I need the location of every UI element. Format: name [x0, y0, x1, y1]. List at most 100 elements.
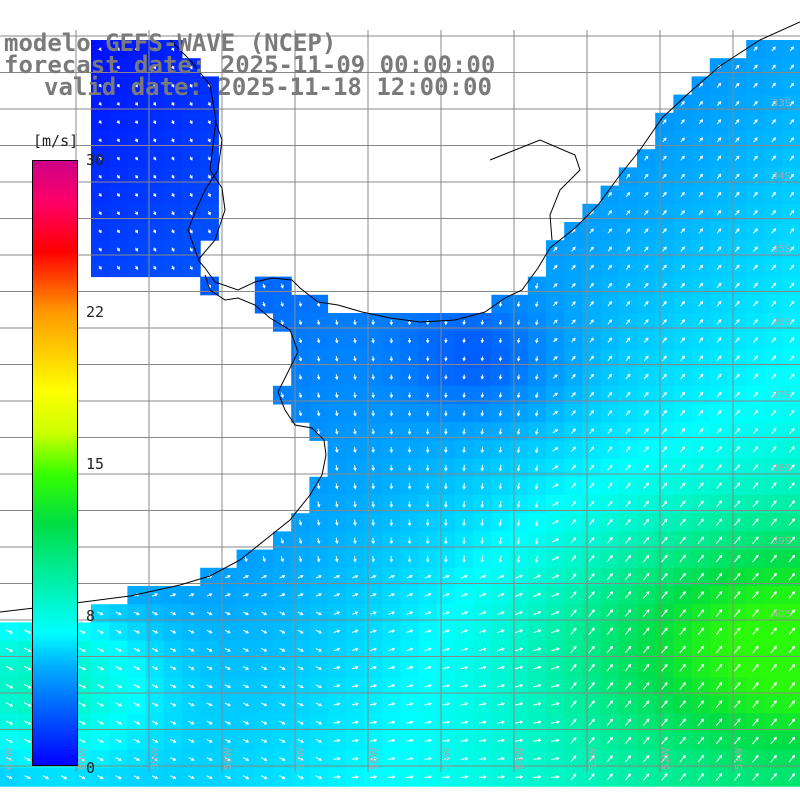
wind-arrow: [589, 282, 594, 289]
wind-arrow: [425, 410, 430, 417]
wind-arrow: [115, 684, 123, 689]
wind-arrow: [279, 666, 286, 670]
wind-arrow: [788, 663, 796, 672]
wind-arrow: [462, 319, 466, 326]
wind-arrow: [515, 629, 524, 634]
wind-arrow: [770, 700, 777, 708]
wind-arrow: [715, 518, 723, 526]
wind-arrow: [444, 464, 448, 472]
wind-arrow: [151, 629, 159, 634]
wind-arrow: [698, 464, 704, 471]
wind-arrow: [370, 611, 377, 615]
wind-arrow: [771, 228, 777, 234]
wind-arrow: [353, 410, 357, 417]
wind-arrow: [752, 609, 759, 617]
wind-arrow: [97, 629, 104, 634]
wind-arrow: [424, 574, 432, 579]
wind-arrow: [133, 611, 140, 616]
wind-arrow: [535, 301, 539, 308]
wind-arrow: [770, 518, 777, 526]
wind-arrow: [516, 519, 521, 527]
wind-arrow: [606, 682, 614, 690]
wind-arrow: [425, 519, 430, 527]
wind-arrow: [425, 319, 430, 326]
wind-arrow: [279, 684, 286, 689]
wind-arrow: [333, 702, 341, 706]
wind-arrow: [661, 446, 668, 453]
wind-arrow: [133, 629, 140, 634]
wind-arrow: [589, 391, 594, 398]
wind-arrow: [407, 519, 412, 527]
wind-arrow: [735, 155, 740, 161]
wind-arrow: [788, 718, 796, 727]
wind-arrow: [297, 629, 304, 634]
wind-arrow: [116, 84, 120, 88]
wind-arrow: [243, 611, 249, 616]
wind-arrow: [133, 684, 141, 689]
wind-arrow: [152, 120, 156, 125]
wind-arrow: [514, 665, 524, 670]
wind-arrow: [78, 665, 86, 671]
wind-arrow: [697, 572, 705, 581]
wind-arrow: [551, 702, 560, 706]
wind-arrow: [551, 647, 560, 652]
wind-arrow: [280, 283, 284, 289]
wind-arrow: [96, 738, 104, 743]
wind-arrow: [770, 572, 777, 581]
wind-arrow: [698, 300, 704, 307]
wind-arrow: [680, 409, 686, 416]
wind-arrow: [261, 684, 268, 689]
wind-arrow: [789, 355, 795, 362]
wind-arrow: [498, 482, 503, 490]
wind-arrow: [316, 337, 321, 344]
wind-arrow: [551, 738, 560, 743]
wind-arrow: [406, 665, 414, 670]
wind-arrow: [133, 666, 141, 670]
wind-arrow: [498, 374, 503, 380]
wind-arrow: [533, 738, 542, 743]
wind-arrow: [279, 647, 286, 652]
wind-arrow: [643, 518, 650, 526]
wind-arrow: [388, 720, 396, 724]
wind-arrow: [442, 593, 450, 597]
wind-arrow: [535, 410, 539, 417]
wind-arrow: [735, 82, 740, 88]
wind-arrow: [552, 319, 558, 325]
wind-arrow: [698, 246, 704, 252]
wind-arrow: [571, 246, 576, 252]
wind-arrow: [444, 501, 448, 508]
wind-arrow: [661, 736, 668, 745]
wind-arrow: [188, 611, 195, 616]
wind-arrow: [734, 319, 740, 325]
wind-arrow: [98, 84, 102, 88]
wind-arrow: [697, 700, 705, 708]
wind-arrow: [171, 229, 175, 234]
wind-arrow: [716, 355, 722, 362]
wind-arrow: [734, 391, 740, 398]
wind-arrow: [570, 645, 577, 654]
wind-arrow: [206, 720, 213, 725]
wind-arrow: [624, 554, 632, 563]
wind-arrow: [715, 736, 723, 745]
wind-arrow: [716, 391, 722, 398]
wind-arrow: [770, 645, 777, 654]
wind-arrow: [115, 757, 122, 761]
wind-arrow: [206, 757, 213, 761]
wind-arrow: [315, 757, 323, 761]
wind-arrow: [552, 447, 559, 452]
wind-arrow: [498, 301, 503, 308]
wind-arrow: [752, 718, 759, 727]
wind-arrow: [571, 301, 576, 307]
wind-arrow: [698, 210, 704, 216]
wind-arrow: [407, 338, 412, 344]
wind-arrow: [5, 738, 13, 743]
wind-arrow: [606, 700, 614, 708]
wind-arrow: [752, 536, 759, 545]
wind-arrow: [425, 483, 430, 490]
wind-arrow: [496, 720, 505, 724]
wind-arrow: [607, 446, 613, 453]
wind-arrow: [151, 684, 159, 689]
wind-arrow: [298, 301, 303, 307]
wind-arrow: [770, 718, 777, 727]
wind-arrow: [789, 246, 795, 252]
